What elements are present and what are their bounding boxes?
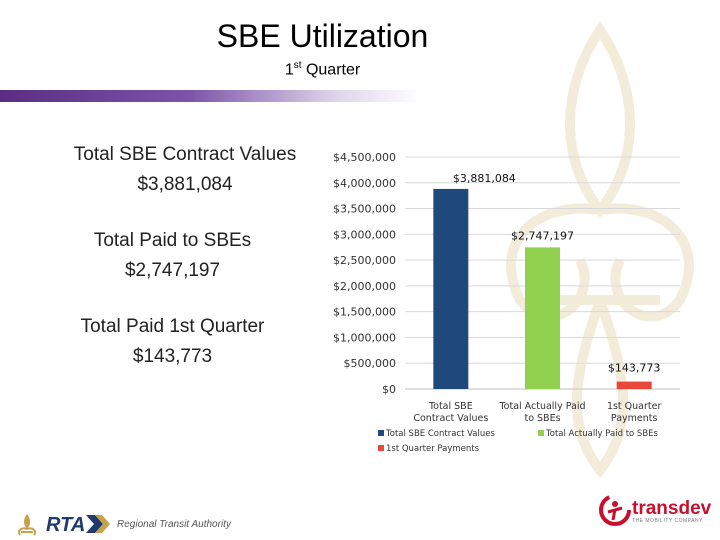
- bar: [525, 247, 560, 389]
- legend-label: Total SBE Contract Values: [385, 429, 495, 439]
- stat-label: Total Paid 1st Quarter: [80, 316, 265, 337]
- category-label: Total SBE: [428, 401, 473, 412]
- legend-swatch: [378, 430, 384, 436]
- bar: [616, 381, 652, 389]
- transdev-logo-icon: [599, 494, 631, 526]
- y-tick-label: $2,500,000: [333, 254, 396, 267]
- y-tick-label: $1,500,000: [333, 306, 396, 319]
- rta-fleur-icon: [17, 514, 37, 536]
- stat-value: $143,773: [132, 346, 213, 367]
- transdev-tagline: THE MOBILITY COMPANY: [632, 518, 703, 524]
- y-tick-label: $4,500,000: [333, 151, 396, 164]
- y-tick-label: $0: [382, 383, 396, 396]
- slide-title: SBE Utilization: [216, 18, 429, 54]
- stat-label: Total Paid to SBEs: [93, 230, 252, 251]
- transdev-logo-text: transdev: [632, 498, 712, 519]
- y-tick-label: $3,000,000: [333, 228, 396, 241]
- accent-bar: [0, 90, 420, 102]
- stat-value: $3,881,084: [137, 174, 233, 195]
- stat-paid-to-sbes: Total Paid to SBEs $2,747,197: [40, 226, 305, 286]
- y-tick-label: $500,000: [344, 357, 397, 370]
- y-tick-label: $4,000,000: [333, 177, 396, 190]
- y-tick-label: $2,000,000: [333, 280, 396, 293]
- rta-full-name: Regional Transit Authority: [117, 519, 231, 530]
- data-label: $3,881,084: [453, 172, 516, 185]
- category-label: to SBEs: [524, 413, 560, 424]
- slide-subtitle: 1st Quarter: [284, 60, 361, 79]
- stat-contract-values: Total SBE Contract Values $3,881,084: [55, 140, 315, 200]
- legend-swatch: [538, 430, 544, 436]
- stat-label: Total SBE Contract Values: [73, 144, 297, 165]
- stat-value: $2,747,197: [124, 260, 221, 281]
- category-label: Contract Values: [413, 413, 488, 424]
- rta-chevron-icon: [86, 515, 110, 533]
- bar: [433, 188, 469, 389]
- category-label: Total Actually Paid: [498, 401, 585, 412]
- stat-paid-quarter: Total Paid 1st Quarter $143,773: [40, 312, 305, 372]
- y-tick-label: $1,000,000: [333, 331, 396, 344]
- y-tick-label: $3,500,000: [333, 203, 396, 216]
- data-label: $2,747,197: [511, 229, 574, 242]
- rta-logo-text: RTA: [46, 514, 86, 536]
- legend-swatch: [378, 445, 384, 451]
- category-label: Payments: [611, 413, 658, 424]
- data-label: $143,773: [608, 362, 661, 375]
- legend-label: Total Actually Paid to SBEs: [545, 429, 659, 439]
- legend-label: 1st Quarter Payments: [386, 444, 480, 454]
- category-label: 1st Quarter: [607, 401, 662, 412]
